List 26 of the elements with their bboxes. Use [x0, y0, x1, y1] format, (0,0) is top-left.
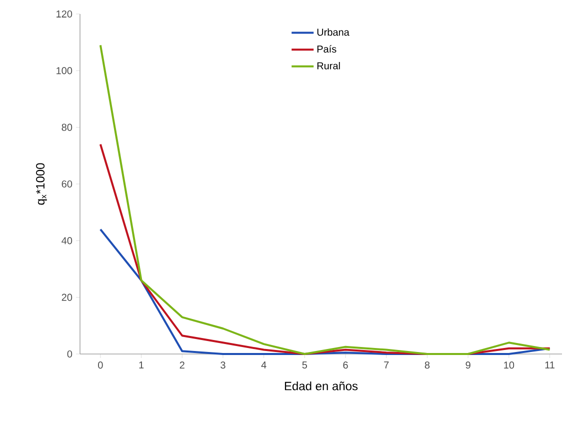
x-tick-label: 3 [220, 362, 226, 369]
y-tick-label: 120 [56, 10, 72, 18]
y-tick-label: 80 [62, 124, 72, 131]
legend-label: Rural [317, 62, 340, 70]
x-tick-label: 5 [302, 362, 308, 369]
legend-label: Urbana [317, 28, 350, 36]
x-tick-label: 9 [466, 362, 470, 369]
line-series [99, 143, 551, 355]
x-tick-label: 6 [343, 362, 348, 369]
y-axis-title: q$_{x}$*1000 [36, 163, 47, 205]
x-tick-label: 2 [180, 362, 184, 369]
y-tick-label: 20 [62, 294, 72, 301]
y-tick-label: 60 [62, 180, 72, 188]
x-tick-label: 10 [504, 362, 514, 369]
x-tick-label: 4 [261, 362, 266, 368]
y-tick-label: 40 [62, 237, 72, 244]
legend-label: País [317, 45, 336, 53]
x-axis-title: Edad en años [284, 381, 358, 390]
y-tick-label: 0 [67, 350, 72, 358]
x-tick-label: 7 [384, 362, 389, 368]
x-tick-label: 1 [139, 362, 144, 368]
line-series [99, 44, 551, 355]
y-tick-label: 100 [56, 67, 72, 74]
x-tick-label: 0 [98, 362, 103, 369]
x-tick-label: 11 [545, 362, 554, 368]
x-tick-label: 8 [424, 362, 430, 369]
